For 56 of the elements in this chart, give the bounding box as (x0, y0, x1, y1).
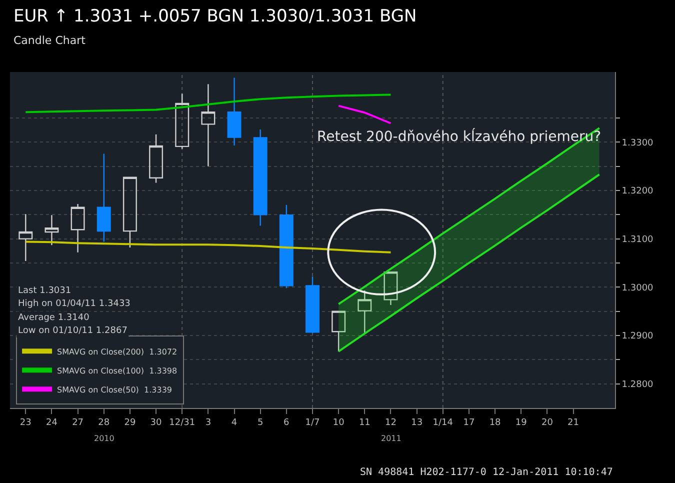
chart-subtitle: Candle Chart (14, 34, 86, 47)
x-tick-label: 5 (257, 418, 264, 428)
candlestick (253, 128, 268, 226)
x-tick-label: 4 (231, 418, 238, 428)
annotation: Low on 01/10/11 1.2867 (18, 326, 128, 336)
y-tick-label: 1.2900 (622, 332, 654, 342)
x-tick-label: 29 (124, 418, 136, 428)
legend-label: SMAVG on Close(200) 1.3072 (57, 347, 178, 356)
x-tick-label: 17 (463, 418, 475, 428)
line-series (24, 94, 392, 114)
x-tick-label: 24 (46, 418, 58, 428)
candlestick (18, 214, 33, 262)
x-tick-label: 11 (358, 418, 370, 428)
annotation: Average 1.3140 (18, 313, 90, 323)
candlestick (201, 83, 216, 167)
candlestick (96, 153, 111, 242)
y-tick-label: 1.3200 (622, 186, 654, 197)
line-series (338, 173, 600, 352)
legend-label: SMAVG on Close(50) 1.3339 (57, 385, 172, 394)
line-series (24, 240, 392, 254)
x-tick-label: 1/7 (305, 418, 320, 428)
x-tick-label: 1/14 (432, 418, 454, 428)
annotation: Last 1.3031 (18, 286, 72, 296)
x-tick-label: 12 (385, 418, 396, 428)
x-tick-label: 3 (205, 418, 212, 428)
legend-label: SMAVG on Close(100) 1.3398 (57, 366, 178, 376)
annotation: High on 01/04/11 1.3433 (18, 299, 130, 309)
x-tick-label: 18 (489, 418, 502, 428)
candlestick (44, 214, 59, 246)
x-tick-label: 23 (20, 418, 32, 428)
x-tick-label: 6 (284, 418, 290, 428)
x-tick-label: 20 (541, 418, 554, 428)
candlestick (122, 176, 137, 248)
chart-title: EUR ↑ 1.3031 +.0057 BGN 1.3030/1.3031 BGN (14, 6, 417, 27)
candlestick (279, 204, 294, 289)
x-tick-label: 30 (150, 418, 162, 428)
y-tick-label: 1.3100 (622, 234, 654, 245)
text: 2011 (381, 434, 402, 443)
candlestick (175, 93, 190, 150)
candlestick (306, 276, 320, 334)
y-tick-label: 1.3000 (622, 283, 654, 294)
text: SN 498841 H202-1177-0 12-Jan-2011 10:10:47 (360, 467, 613, 478)
candlestick (70, 203, 85, 253)
x-tick-label: 13 (411, 418, 423, 428)
candlestick (332, 310, 346, 352)
x-tick-label: 21 (568, 418, 580, 428)
x-tick-label: 19 (515, 418, 528, 428)
x-tick-label: 12/31 (169, 418, 196, 428)
y-tick-label: 1.2800 (622, 380, 654, 390)
x-tick-label: 28 (98, 418, 110, 428)
x-tick-label: 10 (332, 418, 345, 428)
candlestick (227, 77, 242, 146)
candlestick (149, 134, 164, 184)
text: 2010 (94, 434, 114, 443)
x-tick-label: 27 (72, 418, 84, 428)
y-tick-label: 1.3300 (622, 138, 654, 148)
